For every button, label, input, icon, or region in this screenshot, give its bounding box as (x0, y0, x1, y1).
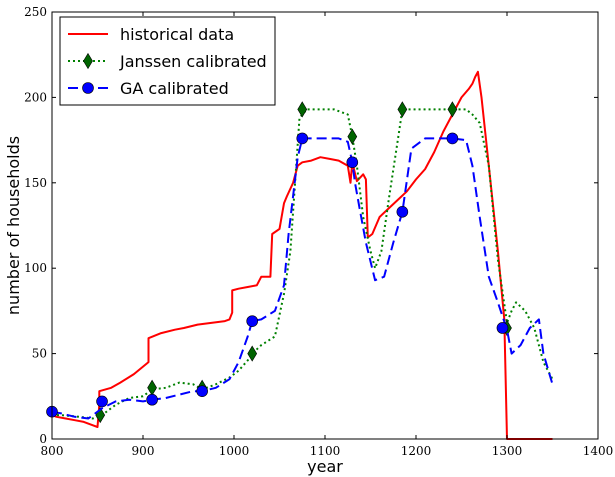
legend-box (59, 16, 276, 106)
x-tick-label: 800 (41, 444, 64, 458)
data-point-ga (346, 156, 359, 169)
x-tick-label: 1100 (310, 444, 341, 458)
series-line-historical (51, 70, 553, 440)
legend-marker-janssen (83, 52, 93, 70)
legend-label-janssen: Janssen calibrated (119, 52, 267, 71)
ticks-layer: 800 900 1000 1100 1200 1300 1400 0 50 100 150 200 25… (24, 5, 613, 458)
series-historical (51, 70, 553, 440)
y-tick-label: 0 (39, 432, 47, 446)
data-point-ga (396, 206, 409, 218)
y-tick-label: 200 (24, 90, 47, 104)
data-point-ga (146, 393, 158, 406)
y-tick-label: 150 (24, 176, 47, 190)
series-line-janssen (52, 108, 554, 420)
data-point-janssen (297, 101, 308, 118)
legend-marker-ga (82, 82, 94, 94)
data-point-janssen (447, 101, 458, 118)
legend-entry-historical: historical data (68, 25, 234, 44)
data-point-ga (246, 315, 258, 327)
x-tick-label: 1400 (583, 444, 614, 458)
series-line-ga (51, 137, 554, 420)
x-axis-title: year (307, 457, 343, 476)
data-point-ga (296, 132, 309, 145)
legend-label-historical: historical data (120, 25, 234, 44)
legend-label-ga: GA calibrated (120, 79, 229, 98)
data-point-janssen (247, 345, 258, 362)
data-point-janssen (347, 128, 358, 145)
legend-entry-ga: GA calibrated (68, 79, 229, 98)
data-point-janssen (397, 101, 408, 118)
data-point-ga (496, 322, 509, 334)
y-tick-label: 100 (24, 261, 47, 275)
x-tick-label: 1200 (401, 444, 432, 458)
series-layer (46, 70, 554, 440)
legend-entry-janssen: Janssen calibrated (68, 52, 267, 71)
data-point-ga (96, 395, 108, 408)
data-point-ga (446, 132, 459, 145)
x-tick-label: 900 (132, 444, 155, 458)
legend: historical data Janssen calibrated GA ca… (59, 16, 276, 106)
y-axis-title: number of households (4, 136, 23, 315)
data-point-ga (196, 385, 208, 397)
y-tick-label: 50 (32, 347, 47, 361)
y-tick-label: 250 (24, 5, 47, 19)
x-tick-label: 1300 (492, 444, 523, 458)
x-tick-label: 1000 (219, 444, 250, 458)
